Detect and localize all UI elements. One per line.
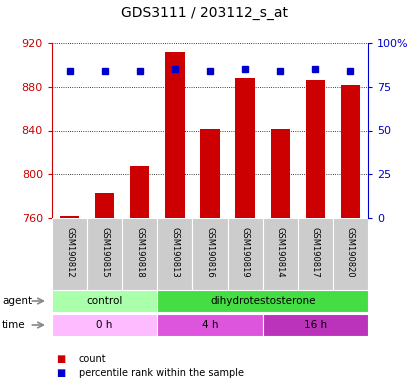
Bar bbox=[262, 218, 297, 290]
Text: GSM190818: GSM190818 bbox=[135, 227, 144, 278]
Bar bbox=[52, 218, 87, 290]
Text: percentile rank within the sample: percentile rank within the sample bbox=[79, 368, 243, 378]
Text: ■: ■ bbox=[56, 354, 65, 364]
Text: 4 h: 4 h bbox=[201, 320, 218, 330]
Bar bbox=[157, 290, 367, 312]
Bar bbox=[270, 129, 289, 218]
Text: GSM190815: GSM190815 bbox=[100, 227, 109, 278]
Bar bbox=[52, 314, 157, 336]
Text: GDS3111 / 203112_s_at: GDS3111 / 203112_s_at bbox=[121, 6, 288, 20]
Bar bbox=[87, 218, 122, 290]
Text: agent: agent bbox=[2, 296, 32, 306]
Bar bbox=[297, 218, 332, 290]
Text: GSM190812: GSM190812 bbox=[65, 227, 74, 278]
Bar bbox=[262, 314, 367, 336]
Bar bbox=[340, 84, 359, 218]
Bar bbox=[165, 52, 184, 218]
Text: count: count bbox=[79, 354, 106, 364]
Bar bbox=[157, 314, 262, 336]
Text: 0 h: 0 h bbox=[96, 320, 112, 330]
Text: GSM190816: GSM190816 bbox=[205, 227, 214, 278]
Bar bbox=[95, 193, 114, 218]
Bar bbox=[305, 80, 324, 218]
Bar bbox=[227, 218, 262, 290]
Text: control: control bbox=[86, 296, 123, 306]
Text: dihydrotestosterone: dihydrotestosterone bbox=[209, 296, 315, 306]
Bar bbox=[192, 218, 227, 290]
Text: GSM190820: GSM190820 bbox=[345, 227, 354, 278]
Text: time: time bbox=[2, 320, 26, 330]
Bar bbox=[235, 78, 254, 218]
Bar bbox=[200, 129, 219, 218]
Text: GSM190813: GSM190813 bbox=[170, 227, 179, 278]
Bar bbox=[130, 166, 149, 218]
Bar bbox=[122, 218, 157, 290]
Bar bbox=[332, 218, 367, 290]
Text: ■: ■ bbox=[56, 368, 65, 378]
Text: GSM190819: GSM190819 bbox=[240, 227, 249, 278]
Bar bbox=[60, 216, 79, 218]
Text: GSM190814: GSM190814 bbox=[275, 227, 284, 278]
Bar bbox=[52, 290, 157, 312]
Text: 16 h: 16 h bbox=[303, 320, 326, 330]
Text: GSM190817: GSM190817 bbox=[310, 227, 319, 278]
Bar bbox=[157, 218, 192, 290]
